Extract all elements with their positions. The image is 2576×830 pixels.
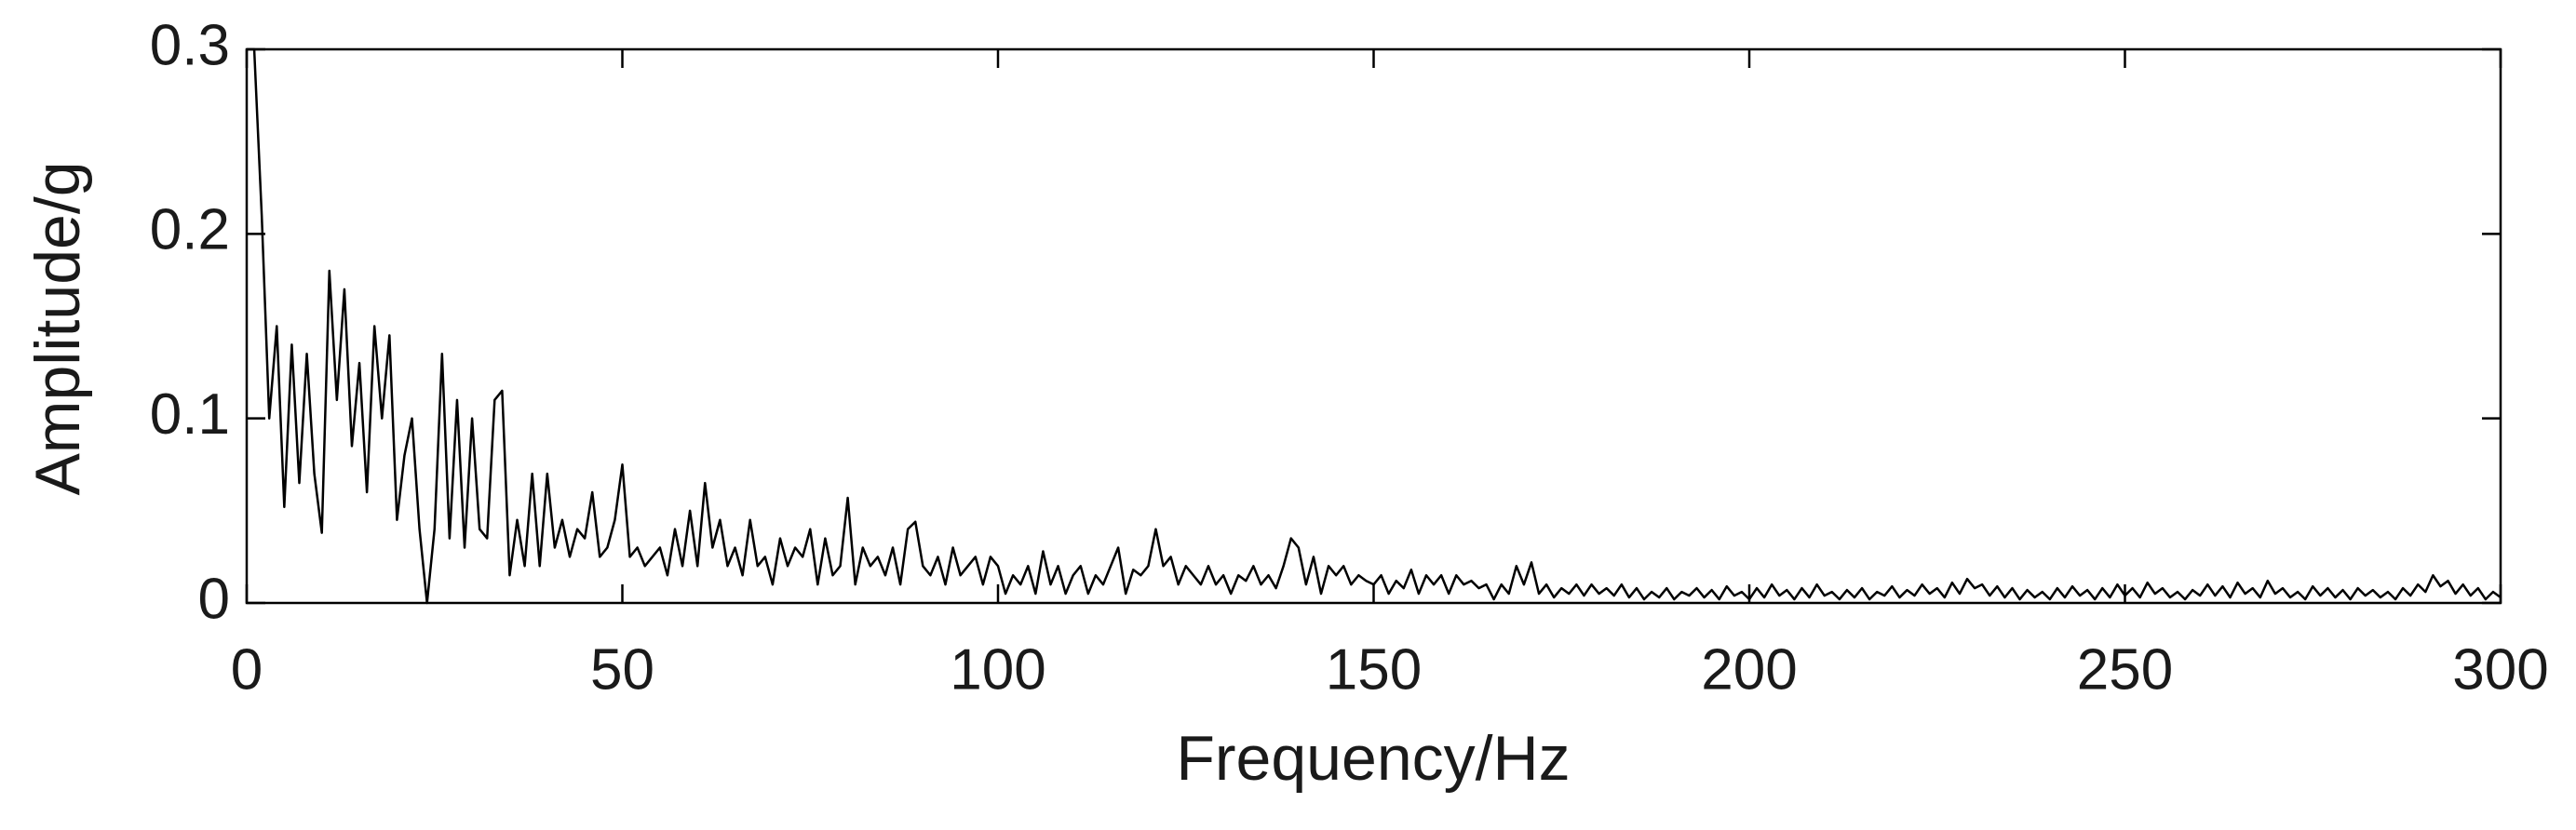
x-axis-title: Frequency/Hz [1176,723,1570,794]
y-tick-label: 0 [198,567,230,631]
x-tick-label: 100 [950,637,1045,702]
x-tick-label: 150 [1326,637,1422,702]
y-tick-label: 0.2 [150,198,230,262]
x-tick-label: 300 [2452,637,2548,702]
y-tick-label: 0.1 [150,382,230,447]
y-axis-title: Amplitude/g [22,161,93,495]
x-tick-label: 200 [1701,637,1797,702]
x-tick-label: 50 [590,637,654,702]
data-line [247,47,2502,605]
y-tick-label: 0.3 [150,13,230,77]
plot-frame [245,47,2502,605]
x-tick-label: 0 [231,637,263,702]
x-tick-label: 250 [2077,637,2173,702]
